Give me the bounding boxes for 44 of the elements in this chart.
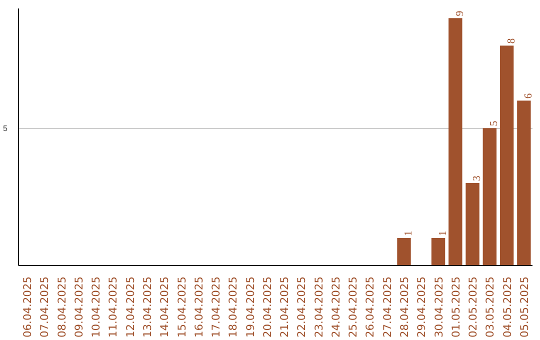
x-tick-label: 11.04.2025 — [106, 276, 120, 338]
x-tick-label: 15.04.2025 — [175, 276, 188, 338]
x-tick-label: 19.04.2025 — [244, 276, 257, 338]
data-label: 8 — [506, 38, 518, 44]
x-tick-label: 03.05.2025 — [484, 276, 497, 338]
data-label: 6 — [523, 92, 534, 99]
x-tick-label: 30.04.2025 — [432, 276, 446, 338]
x-tick-label: 18.04.2025 — [226, 276, 240, 338]
x-tick-label: 27.04.2025 — [380, 276, 394, 338]
x-tick-label: 12.04.2025 — [124, 276, 137, 338]
bar — [431, 238, 446, 266]
x-tick-label: 04.05.2025 — [500, 276, 514, 338]
data-label: 9 — [454, 10, 466, 16]
x-tick-label: 29.04.2025 — [415, 276, 428, 338]
data-label: 3 — [472, 176, 484, 182]
data-label: 5 — [489, 120, 500, 126]
x-tick-label: 28.04.2025 — [398, 276, 411, 338]
data-label: 1 — [438, 230, 449, 236]
bar — [397, 238, 411, 266]
x-tick-label: 01.05.2025 — [449, 276, 462, 338]
x-tick-label: 17.04.2025 — [210, 276, 223, 338]
bar — [466, 183, 480, 266]
x-tick-label: 08.04.2025 — [55, 276, 68, 338]
x-tick-label: 26.04.2025 — [364, 276, 377, 338]
x-tick-label: 24.04.2025 — [329, 276, 342, 338]
x-tick-label: 05.05.2025 — [518, 276, 531, 338]
x-tick-label: 22.04.2025 — [295, 276, 308, 338]
bar — [448, 18, 462, 266]
x-tick-label: 10.04.2025 — [90, 276, 103, 338]
x-tick-label: 14.04.2025 — [158, 276, 172, 338]
x-tick-label: 23.04.2025 — [312, 276, 326, 338]
x-tick-label: 25.04.2025 — [346, 276, 360, 338]
bar — [517, 100, 531, 266]
data-label: 1 — [404, 230, 414, 236]
x-tick-label: 21.04.2025 — [278, 276, 292, 338]
x-tick-label: 02.05.2025 — [466, 276, 480, 338]
x-tick-label: 20.04.2025 — [260, 276, 274, 338]
x-tick-label: 07.04.2025 — [38, 276, 52, 338]
x-tick-label: 13.04.2025 — [141, 276, 154, 338]
x-tick-label: 16.04.2025 — [192, 276, 206, 338]
bar — [500, 46, 514, 266]
x-tick-label: 09.04.2025 — [72, 276, 86, 338]
bar — [482, 128, 497, 266]
x-tick-label: 06.04.2025 — [21, 276, 34, 338]
